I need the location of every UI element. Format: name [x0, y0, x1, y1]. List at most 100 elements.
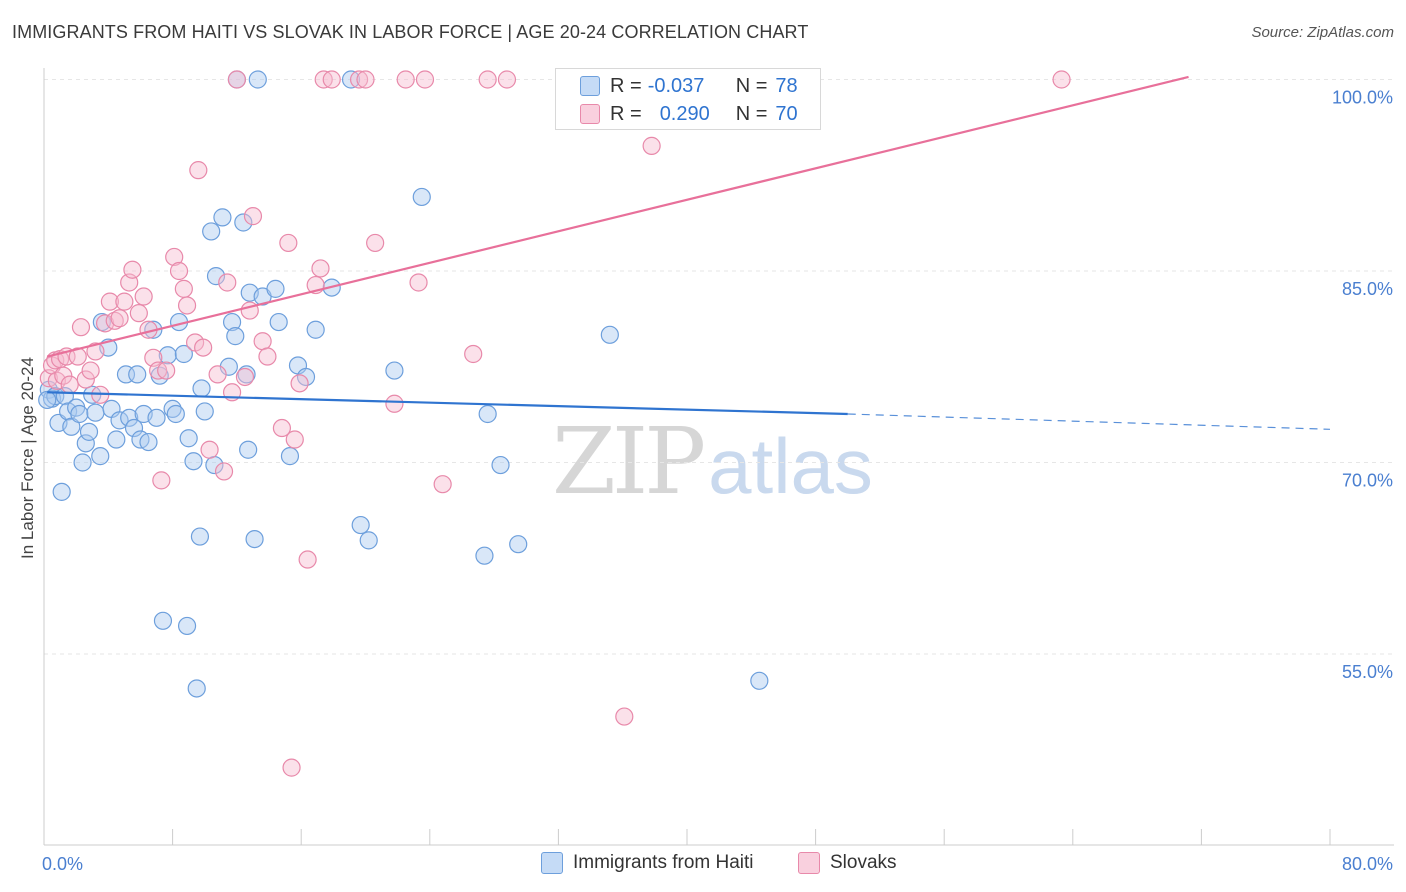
haiti-point [509, 535, 528, 554]
legend-row-slovaks: R = 0.290 N = 70 [580, 101, 798, 127]
slovaks-point [615, 707, 634, 726]
haiti-point [163, 399, 182, 418]
legend-n-value: 78 [775, 74, 798, 97]
haiti-point [184, 452, 203, 471]
slovaks-point [169, 261, 189, 281]
haiti-point [139, 432, 158, 452]
haiti-point [222, 312, 242, 332]
haiti-point [120, 408, 139, 427]
slovaks-point [385, 394, 404, 413]
chart-title: IMMIGRANTS FROM HAITI VS SLOVAK IN LABOR… [12, 22, 809, 42]
series-legend: Immigrants from Haiti Slovaks [0, 852, 1406, 878]
slovaks-point [76, 370, 95, 389]
slovaks-point [189, 161, 208, 180]
slovaks-point [152, 471, 171, 490]
legend-row-haiti: R = -0.037 N = 78 [580, 73, 798, 99]
legend-label-slovaks: Slovaks [830, 852, 897, 873]
haiti-point [147, 408, 166, 427]
legend-swatch-blue [541, 852, 563, 874]
slovaks-point [1052, 70, 1071, 89]
slovaks-point [409, 273, 428, 292]
slovaks-point [105, 311, 124, 330]
slovaks-point [298, 550, 317, 569]
slovaks-point [279, 233, 298, 253]
slovaks-point [311, 259, 330, 278]
slovaks-point [285, 430, 304, 449]
haiti-point [475, 546, 494, 565]
haiti-point [153, 611, 173, 630]
haiti-point [213, 208, 232, 227]
slovaks-point [235, 367, 255, 387]
legend-item-slovaks[interactable]: Slovaks [798, 852, 897, 874]
haiti-point [478, 404, 497, 424]
slovaks-point [497, 70, 517, 89]
haiti-point [158, 346, 177, 365]
haiti-point [359, 531, 378, 550]
haiti-point [269, 312, 288, 332]
slovaks-point [81, 361, 100, 380]
slovaks-point [396, 70, 415, 89]
haiti-point [491, 455, 510, 475]
haiti-point [174, 344, 193, 364]
slovaks-point [60, 375, 79, 394]
slovaks-point [129, 304, 148, 323]
legend-n-label: N = [735, 74, 768, 97]
slovaks-point [123, 260, 142, 279]
slovaks-point [208, 365, 227, 384]
x-tick-label: 80.0% [1342, 854, 1393, 874]
legend-label-haiti: Immigrants from Haiti [573, 852, 754, 873]
slovaks-point [290, 374, 309, 393]
y-tick-label: 85.0% [1342, 279, 1393, 299]
y-axis-title: In Labor Force | Age 20-24 [18, 357, 37, 559]
slovaks-point [227, 70, 246, 89]
axis-layer [43, 68, 1394, 846]
slovaks-point [174, 279, 193, 298]
slovaks-point [322, 70, 341, 89]
haiti-point [91, 447, 110, 466]
haiti-point [79, 422, 99, 441]
slovaks-point [433, 475, 452, 494]
slovaks-point [194, 338, 213, 357]
slovaks-point [86, 342, 105, 361]
slovaks-point [356, 70, 375, 89]
haiti-point [206, 267, 226, 286]
haiti-trend-extension [847, 413, 1331, 430]
haiti-point [179, 429, 198, 448]
slovaks-point [71, 318, 91, 337]
legend-item-haiti[interactable]: Immigrants from Haiti [541, 852, 754, 874]
x-tick-label: 0.0% [42, 854, 83, 874]
slovaks-point [100, 292, 120, 311]
slovaks-point [243, 207, 263, 226]
slovaks-point [54, 366, 73, 385]
haiti-point [750, 671, 769, 690]
haiti-point [73, 453, 92, 472]
slovaks-point [366, 233, 385, 253]
slovaks-point [258, 347, 277, 366]
y-tick-label: 100.0% [1332, 88, 1393, 108]
legend-r-value: -0.037 [647, 74, 705, 97]
haiti-point [86, 403, 105, 422]
legend-r-label: R = [610, 74, 642, 97]
legend-swatch-blue [580, 76, 600, 96]
slovaks-point [349, 70, 369, 89]
haiti-point [202, 222, 221, 241]
haiti-point [166, 404, 185, 424]
slovaks-point [282, 758, 301, 777]
legend-r-value: 0.290 [659, 102, 710, 125]
slovaks-point [165, 247, 184, 267]
slovaks-point [200, 440, 219, 459]
legend-r-label: R = [610, 102, 642, 125]
slovaks-point [110, 309, 129, 328]
slovaks-point [177, 296, 197, 315]
slovaks-point [253, 332, 272, 351]
haiti-point [195, 402, 214, 421]
haiti-point [248, 70, 267, 89]
haiti-point [128, 365, 147, 384]
y-tick-label: 55.0% [1342, 662, 1393, 682]
haiti-trend-line [47, 391, 848, 416]
series-slovaks-points [39, 70, 1071, 777]
haiti-point [226, 327, 245, 346]
slovaks-point [478, 70, 497, 89]
legend-n-value: 70 [775, 102, 798, 125]
